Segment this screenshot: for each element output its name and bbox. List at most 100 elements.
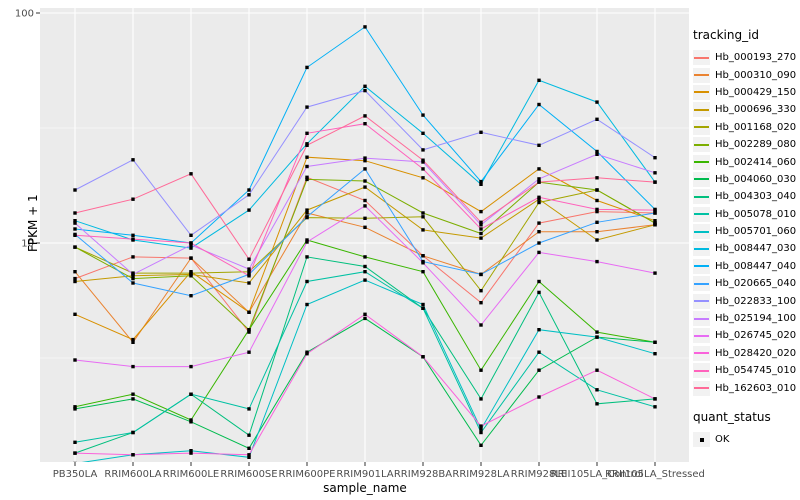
data-point (305, 131, 309, 135)
data-point (653, 208, 657, 212)
data-point (247, 267, 251, 271)
data-point (537, 250, 541, 255)
data-point (421, 148, 425, 152)
legend-item-label: Hb_004060_030 (715, 173, 797, 185)
legend-key-swatch (693, 293, 710, 309)
data-point (479, 397, 483, 401)
legend-key-swatch (693, 137, 710, 153)
data-point (653, 221, 657, 225)
data-point (73, 219, 77, 223)
color-line-icon (694, 317, 709, 320)
data-point (537, 167, 541, 171)
data-point (363, 179, 367, 183)
data-point (73, 221, 77, 225)
data-point (189, 392, 193, 396)
color-line-icon (694, 265, 709, 268)
x-tick-label: RRII105LA_Stressed (605, 469, 705, 480)
legend: tracking_id Hb_000193_270 Hb_000310_090 Hb… (693, 28, 799, 448)
data-point (305, 164, 309, 169)
legend-item-Hb_028420_020: Hb_028420_020 (693, 345, 799, 362)
data-point (189, 451, 193, 455)
x-tick-label: RRIM600SE (220, 469, 277, 480)
data-point (73, 407, 77, 411)
data-point (305, 105, 309, 109)
data-point (305, 279, 309, 284)
legend-title-tracking-id: tracking_id (693, 28, 760, 42)
data-point (479, 289, 483, 293)
legend-key-swatch (693, 363, 710, 379)
data-point (537, 78, 541, 82)
data-point (421, 176, 425, 180)
data-point (537, 350, 541, 354)
data-point (595, 152, 599, 156)
data-point (189, 420, 193, 424)
data-point (305, 302, 309, 307)
legend-item-Hb_005078_010: Hb_005078_010 (693, 206, 799, 223)
data-point (73, 188, 77, 192)
data-point (537, 279, 541, 284)
data-point (421, 167, 425, 171)
data-point (653, 340, 657, 344)
data-point (537, 180, 541, 184)
legend-item-Hb_002289_080: Hb_002289_080 (693, 136, 799, 153)
data-point (305, 143, 309, 147)
data-point (247, 446, 251, 450)
series-group (73, 25, 657, 462)
data-point (363, 122, 367, 126)
data-point (595, 388, 599, 392)
data-point (479, 323, 483, 327)
color-line-icon (694, 352, 709, 355)
legend-item-ok: OK (693, 431, 799, 448)
legend-key-swatch (693, 189, 710, 205)
data-point (189, 256, 193, 260)
x-tick-label: RRIM928LA (452, 469, 509, 480)
legend-item-label: Hb_001168_020 (715, 121, 797, 133)
legend-item-label: Hb_000429_150 (715, 86, 797, 98)
data-point (247, 281, 251, 285)
legend-item-label: Hb_025194_100 (715, 313, 797, 325)
data-point (247, 433, 251, 437)
data-point (421, 254, 425, 258)
data-point (131, 340, 135, 344)
data-point (421, 211, 425, 215)
color-line-icon (694, 161, 709, 164)
data-point (73, 233, 77, 237)
data-point (479, 182, 483, 186)
legend-item-Hb_002414_060: Hb_002414_060 (693, 153, 799, 170)
data-point (131, 237, 135, 241)
data-point (73, 405, 77, 409)
data-point (363, 159, 367, 163)
data-point (595, 209, 599, 214)
data-point (537, 368, 541, 372)
data-point (595, 259, 599, 264)
data-point (479, 130, 483, 134)
data-point (189, 241, 193, 245)
data-point (247, 208, 251, 212)
data-point (131, 392, 135, 396)
data-point (305, 175, 309, 179)
legend-item-label: Hb_008447_030 (715, 243, 797, 255)
data-point (305, 65, 309, 70)
x-tick-label: RRIM901LA (336, 469, 393, 480)
data-point (247, 330, 251, 334)
data-point (305, 352, 309, 356)
legend-items-list: Hb_000193_270 Hb_000310_090 Hb_000429_150 H… (693, 49, 799, 397)
data-point (131, 158, 135, 162)
legend-key-swatch (693, 50, 710, 66)
data-point (73, 461, 77, 462)
color-line-icon (694, 369, 709, 372)
x-tick-label: RRIM928BA (394, 469, 452, 480)
data-point (189, 271, 193, 275)
data-point (247, 270, 251, 274)
color-line-icon (694, 143, 709, 146)
data-point (537, 395, 541, 399)
data-point (247, 193, 251, 197)
data-point (421, 261, 425, 265)
data-point (653, 223, 657, 227)
data-point (189, 418, 193, 422)
color-line-icon (694, 300, 709, 303)
data-point (363, 185, 367, 189)
data-point (479, 223, 483, 227)
